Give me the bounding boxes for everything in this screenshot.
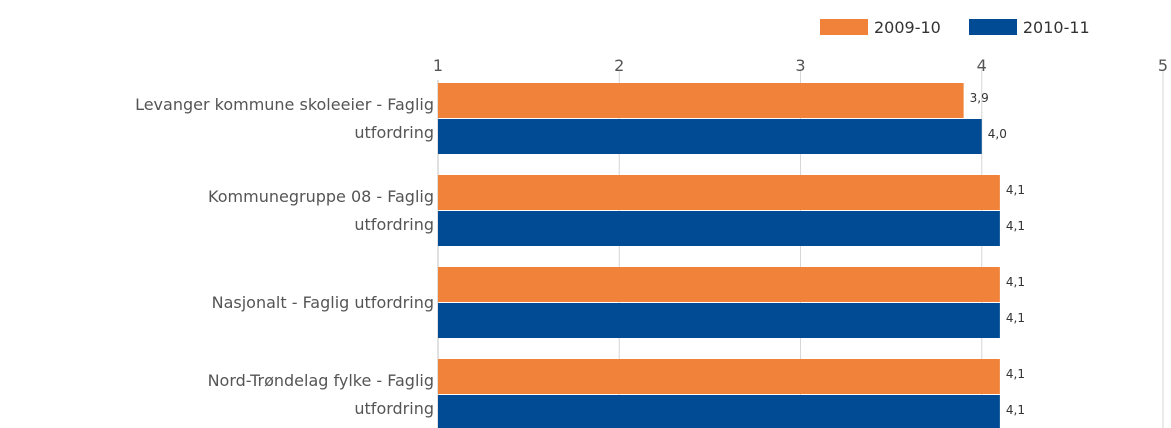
category-label-3: Nasjonalt - Faglig utfordring bbox=[212, 289, 434, 317]
legend-item-series-2[interactable]: 2010-11 bbox=[968, 17, 1090, 37]
legend-label-series-1: 2009-10 bbox=[874, 17, 941, 37]
category-label-3-line-1: Nasjonalt - Faglig utfordring bbox=[211, 292, 434, 312]
legend-label-series-2: 2010-11 bbox=[1022, 17, 1090, 37]
x-tick-label-4: 4 bbox=[977, 56, 987, 75]
bar-3-series-1 bbox=[438, 267, 1000, 302]
data-label-1-series-2: 4,0 bbox=[988, 127, 1007, 141]
bar-4-series-2 bbox=[438, 395, 1000, 428]
data-label-3-series-2: 4,1 bbox=[1006, 311, 1025, 325]
data-label-3-series-1: 4,1 bbox=[1006, 275, 1025, 289]
x-tick-label-3: 3 bbox=[795, 56, 805, 75]
category-label-1-line-1: Levanger kommune skoleeier - Faglig bbox=[135, 94, 434, 114]
x-tick-label-5: 5 bbox=[1158, 56, 1168, 75]
category-label-4-line-1: Nord-Trøndelag fylke - Faglig bbox=[207, 370, 434, 390]
bar-2-series-2 bbox=[438, 211, 1000, 246]
category-label-4-line-2: utfordring bbox=[354, 398, 434, 418]
x-tick-label-1: 1 bbox=[433, 56, 443, 75]
legend-item-series-1[interactable]: 2009-10 bbox=[820, 18, 941, 37]
category-label-2-line-1: Kommunegruppe 08 - Faglig bbox=[208, 186, 434, 206]
data-label-2-series-2: 4,1 bbox=[1006, 219, 1025, 233]
x-tick-label-2: 2 bbox=[614, 56, 624, 75]
data-label-4-series-2: 4,1 bbox=[1006, 403, 1025, 417]
chart-legend: 2009-10 2010-11 bbox=[820, 16, 1118, 38]
bar-3-series-2 bbox=[438, 303, 1000, 338]
category-label-1-line-2: utfordring bbox=[354, 122, 434, 142]
data-label-1-series-1: 3,9 bbox=[970, 91, 989, 105]
category-label-4: Nord-Trøndelag fylke - Faglig utfordring bbox=[208, 367, 434, 423]
legend-swatch-series-1 bbox=[820, 19, 868, 35]
bar-2-series-1 bbox=[438, 175, 1000, 210]
bar-4-series-1 bbox=[438, 359, 1000, 394]
bar-1-series-2 bbox=[438, 119, 982, 154]
category-label-2: Kommunegruppe 08 - Faglig utfordring bbox=[208, 183, 434, 239]
category-label-2-line-2: utfordring bbox=[354, 214, 434, 234]
legend-swatch-series-2 bbox=[968, 19, 1017, 35]
bar-1-series-1 bbox=[438, 83, 964, 118]
data-label-2-series-1: 4,1 bbox=[1006, 183, 1025, 197]
data-label-4-series-1: 4,1 bbox=[1006, 367, 1025, 381]
category-label-1: Levanger kommune skoleeier - Faglig utfor… bbox=[135, 91, 434, 147]
